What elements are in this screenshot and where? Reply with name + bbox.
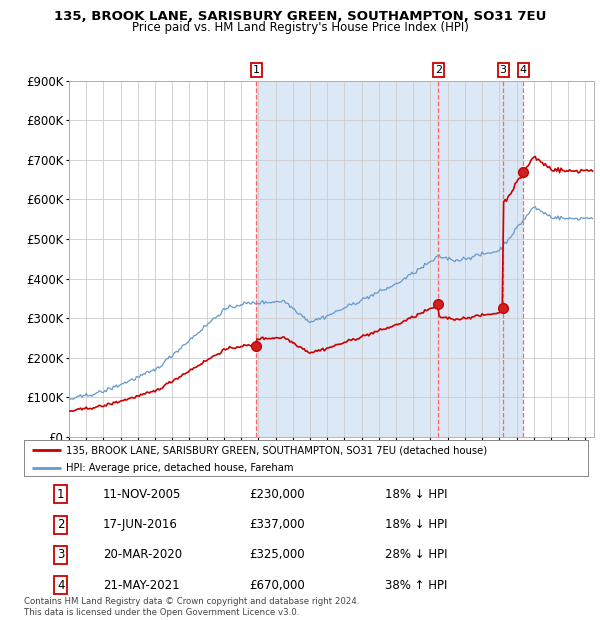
Text: Contains HM Land Registry data © Crown copyright and database right 2024.
This d: Contains HM Land Registry data © Crown c… <box>24 598 359 617</box>
Text: £670,000: £670,000 <box>250 578 305 591</box>
Text: 1: 1 <box>57 488 64 501</box>
Text: 4: 4 <box>520 65 527 75</box>
Text: 11-NOV-2005: 11-NOV-2005 <box>103 488 181 501</box>
Text: 3: 3 <box>500 65 506 75</box>
Text: 28% ↓ HPI: 28% ↓ HPI <box>385 548 448 561</box>
Bar <box>256 81 523 437</box>
Text: 2: 2 <box>435 65 442 75</box>
Text: £325,000: £325,000 <box>250 548 305 561</box>
Text: Price paid vs. HM Land Registry's House Price Index (HPI): Price paid vs. HM Land Registry's House … <box>131 21 469 34</box>
Text: 17-JUN-2016: 17-JUN-2016 <box>103 518 178 531</box>
Text: 4: 4 <box>57 578 64 591</box>
Text: 38% ↑ HPI: 38% ↑ HPI <box>385 578 448 591</box>
Text: £337,000: £337,000 <box>250 518 305 531</box>
Text: 3: 3 <box>57 548 64 561</box>
Text: 2: 2 <box>57 518 64 531</box>
Text: £230,000: £230,000 <box>250 488 305 501</box>
Text: 1: 1 <box>253 65 260 75</box>
Text: 135, BROOK LANE, SARISBURY GREEN, SOUTHAMPTON, SO31 7EU: 135, BROOK LANE, SARISBURY GREEN, SOUTHA… <box>54 10 546 23</box>
Text: 20-MAR-2020: 20-MAR-2020 <box>103 548 182 561</box>
Text: HPI: Average price, detached house, Fareham: HPI: Average price, detached house, Fare… <box>66 463 294 473</box>
Text: 18% ↓ HPI: 18% ↓ HPI <box>385 518 448 531</box>
Text: 18% ↓ HPI: 18% ↓ HPI <box>385 488 448 501</box>
Text: 21-MAY-2021: 21-MAY-2021 <box>103 578 179 591</box>
Text: 135, BROOK LANE, SARISBURY GREEN, SOUTHAMPTON, SO31 7EU (detached house): 135, BROOK LANE, SARISBURY GREEN, SOUTHA… <box>66 445 487 455</box>
